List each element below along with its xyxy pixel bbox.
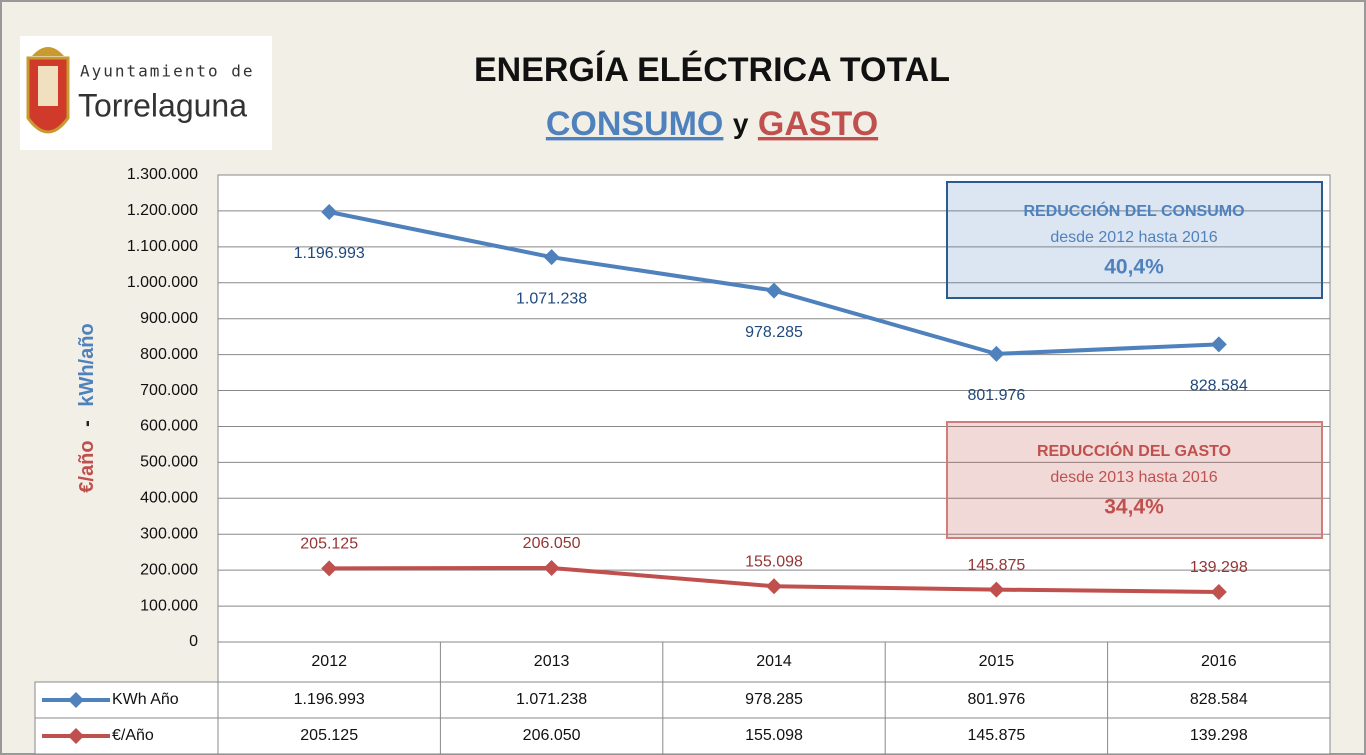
subtitle-part: y: [733, 108, 749, 139]
data-label: 801.976: [967, 387, 1025, 404]
y-label-part: -: [76, 420, 98, 427]
table-cell: 828.584: [1190, 691, 1248, 708]
y-tick-label: 600.000: [140, 418, 198, 435]
table-cell: 206.050: [523, 727, 581, 744]
logo-tower: [38, 66, 58, 106]
y-tick-label: 700.000: [140, 382, 198, 399]
y-tick-label: 800.000: [140, 346, 198, 363]
data-point: [543, 559, 560, 576]
data-label: 206.050: [523, 535, 581, 552]
data-label: 828.584: [1190, 378, 1248, 395]
table-cell: 205.125: [300, 727, 358, 744]
data-label: 1.196.993: [294, 245, 365, 262]
y-label-part: €/año: [76, 440, 98, 492]
annotation-value: 34,4%: [1104, 496, 1164, 519]
legend-label: KWh Año: [112, 691, 179, 708]
data-point: [543, 249, 560, 266]
y-tick-label: 500.000: [140, 454, 198, 471]
table-cell: 155.098: [745, 727, 803, 744]
annotation-text: desde 2012 hasta 2016: [1050, 229, 1217, 246]
data-point: [1210, 336, 1227, 353]
data-label: 145.875: [967, 557, 1025, 574]
y-tick-label: 900.000: [140, 310, 198, 327]
data-point: [988, 581, 1005, 598]
logo-text: Torrelaguna: [78, 87, 247, 123]
x-tick-label: 2013: [534, 653, 570, 670]
legend-label: €/Año: [112, 727, 154, 744]
y-tick-label: 0: [189, 633, 198, 650]
data-point: [766, 282, 782, 299]
data-point: [988, 345, 1005, 362]
subtitle-part: CONSUMO: [546, 105, 724, 143]
x-tick-label: 2015: [979, 653, 1015, 670]
y-label-part: kWh/año: [76, 323, 98, 406]
annotation-box: [946, 421, 1323, 539]
annotation-value: 40,4%: [1104, 256, 1164, 279]
legend-marker: [68, 728, 84, 744]
table-cell: 139.298: [1190, 727, 1248, 744]
x-tick-label: 2012: [311, 653, 347, 670]
data-point: [1210, 583, 1227, 600]
legend-marker: [68, 692, 84, 708]
data-label: 205.125: [300, 536, 358, 553]
annotation-box: [946, 181, 1323, 299]
logo-text: Ayuntamiento de: [80, 62, 255, 81]
y-tick-label: 400.000: [140, 490, 198, 507]
y-tick-label: 1.200.000: [127, 202, 198, 219]
data-point: [321, 560, 338, 577]
x-tick-label: 2014: [756, 653, 792, 670]
logo: Ayuntamiento de Torrelaguna: [20, 36, 272, 150]
table-cell: 1.071.238: [516, 691, 587, 708]
data-point: [321, 204, 338, 221]
table-cell: 1.196.993: [294, 691, 365, 708]
table-cell: 978.285: [745, 691, 803, 708]
data-label: 155.098: [745, 554, 803, 571]
data-point: [766, 578, 782, 595]
annotation-title: REDUCCIÓN DEL GASTO: [1037, 441, 1231, 460]
y-tick-label: 300.000: [140, 525, 198, 542]
y-tick-label: 100.000: [140, 597, 198, 614]
subtitle-part: GASTO: [758, 105, 878, 143]
chart-title: ENERGÍA ELÉCTRICA TOTAL: [474, 51, 950, 89]
table-cell: 145.875: [967, 727, 1025, 744]
data-label: 1.071.238: [516, 290, 587, 307]
y-tick-label: 1.100.000: [127, 238, 198, 255]
x-tick-label: 2016: [1201, 653, 1237, 670]
data-table: [217, 641, 1331, 755]
annotation-text: desde 2013 hasta 2016: [1050, 469, 1217, 486]
y-tick-label: 200.000: [140, 561, 198, 578]
y-axis-label: €/año - kWh/año: [76, 323, 98, 492]
data-label: 139.298: [1190, 559, 1248, 576]
y-tick-label: 1.300.000: [127, 166, 198, 183]
table-cell: 801.976: [967, 691, 1025, 708]
logo-crown: [32, 47, 64, 56]
chart-subtitle: CONSUMO y GASTO: [546, 105, 878, 143]
y-tick-label: 1.000.000: [127, 274, 198, 291]
annotation-title: REDUCCIÓN DEL CONSUMO: [1023, 201, 1244, 220]
data-label: 978.285: [745, 324, 803, 341]
plot-area: [217, 174, 1331, 643]
